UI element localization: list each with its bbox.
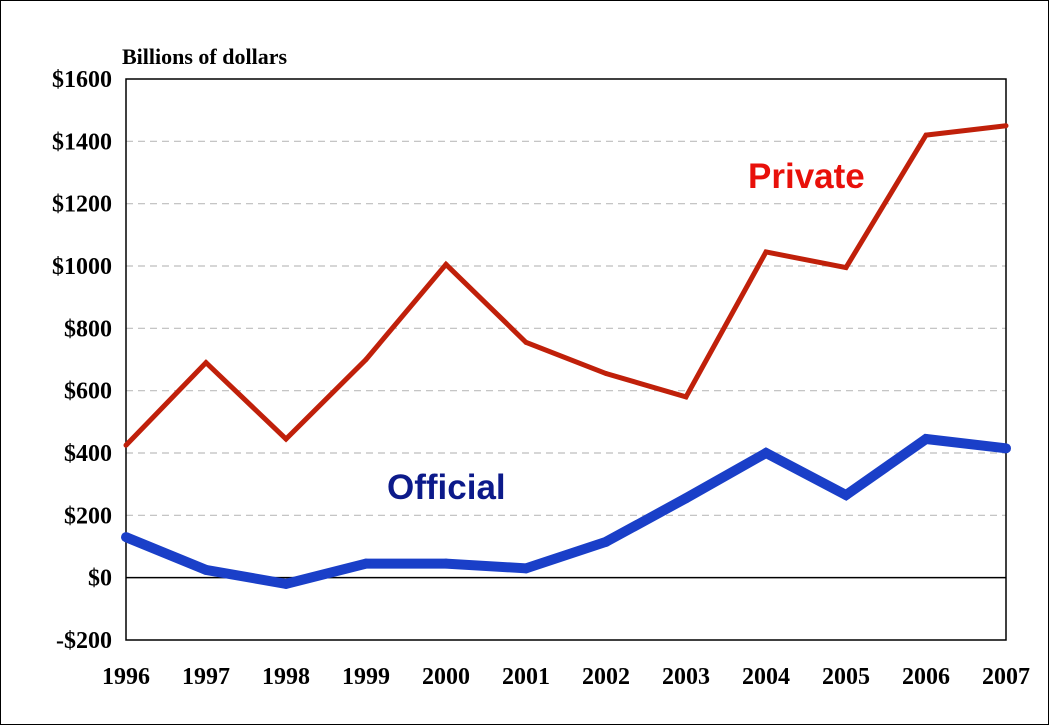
- y-tick-label: $200: [64, 503, 112, 529]
- series-line-private: [124, 123, 1007, 447]
- data-point-official: [281, 578, 291, 589]
- data-point-private: [923, 132, 929, 138]
- y-axis-label: Billions of dollars: [122, 44, 287, 69]
- data-point-official: [201, 564, 211, 575]
- data-point-private: [683, 394, 689, 400]
- x-tick-label: 1997: [182, 664, 230, 690]
- data-point-private: [843, 265, 849, 271]
- series-lines: [121, 123, 1011, 590]
- x-tick-label: 2005: [822, 664, 870, 690]
- y-tick-label: $1600: [52, 67, 112, 93]
- y-tick-label: $1400: [52, 129, 112, 155]
- data-point-official: [601, 536, 611, 547]
- x-tick-label: 2001: [502, 664, 550, 690]
- y-tick-label: $600: [64, 379, 112, 405]
- data-point-private: [203, 360, 209, 366]
- y-tick-label: $400: [64, 441, 112, 467]
- y-tick-label: $0: [88, 566, 112, 592]
- data-point-official: [761, 448, 771, 458]
- data-point-private: [283, 436, 289, 442]
- x-tick-label: 2007: [982, 664, 1030, 690]
- data-point-private: [363, 357, 369, 362]
- data-point-official: [121, 532, 131, 543]
- data-point-official: [921, 433, 931, 444]
- x-tick-label: 2002: [582, 664, 630, 690]
- series-label-official: Official: [387, 468, 506, 507]
- x-tick-label: 2003: [662, 664, 710, 690]
- data-point-official: [1001, 443, 1011, 454]
- data-point-private: [763, 249, 769, 255]
- y-tick-label: $1000: [52, 254, 112, 280]
- data-point-official: [361, 558, 371, 569]
- data-point-private: [523, 339, 529, 345]
- x-tick-label: 1999: [342, 664, 390, 690]
- series-line-official: [124, 433, 1007, 590]
- x-tick-label: 2004: [742, 664, 790, 690]
- x-tick-label: 1996: [102, 664, 150, 690]
- y-tick-label: -$200: [56, 628, 112, 654]
- x-tick-label: 2000: [422, 664, 470, 690]
- data-point-private: [603, 371, 609, 377]
- data-point-official: [681, 493, 691, 504]
- x-axis-ticks: 1996 1997 1998 1999 2000 2001 2002 2003 2004 2005…: [102, 664, 1030, 690]
- series-label-private: Private: [748, 157, 865, 196]
- gridlines: [126, 140, 1006, 516]
- data-point-private: [123, 442, 129, 448]
- y-tick-label: $1200: [52, 192, 112, 218]
- data-point-official: [441, 558, 451, 569]
- y-tick-label: $800: [64, 316, 112, 342]
- plot-area: [125, 78, 1007, 641]
- data-point-private: [443, 261, 449, 267]
- x-tick-label: 2006: [902, 664, 950, 690]
- x-tick-label: 1998: [262, 664, 310, 690]
- data-point-private: [1003, 123, 1009, 129]
- y-axis-ticks: -$200 $0 $200 $400 $600 $800 $1000 $1200 $1400 $1…: [52, 67, 112, 654]
- data-point-official: [841, 490, 851, 501]
- data-point-official: [521, 563, 531, 574]
